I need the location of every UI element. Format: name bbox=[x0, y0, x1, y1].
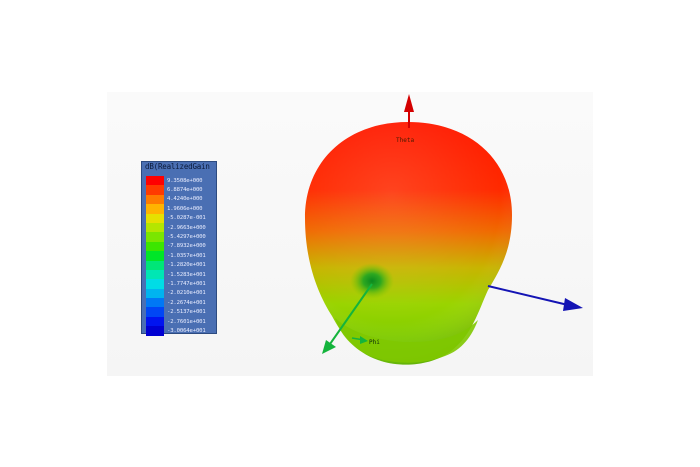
x-axis bbox=[487, 285, 569, 306]
z-axis-arrowhead bbox=[404, 94, 414, 112]
legend-label: -2.0210e+001 bbox=[167, 290, 206, 297]
legend-row: 4.4240e+000 bbox=[146, 194, 216, 205]
legend-label: -1.0357e+001 bbox=[167, 252, 206, 259]
legend-row: 1.9606e+000 bbox=[146, 204, 216, 214]
legend-row: -2.7601e+001 bbox=[146, 316, 216, 327]
legend-title: dB(RealizedGain bbox=[145, 162, 210, 171]
legend-label: -2.2674e+001 bbox=[167, 299, 206, 306]
legend-row: -2.9663e+000 bbox=[146, 222, 216, 233]
legend-swatch bbox=[146, 316, 164, 327]
legend-row: -5.0287e-001 bbox=[146, 213, 216, 223]
legend-swatch bbox=[146, 185, 164, 195]
legend-label: 6.8874e+000 bbox=[167, 187, 203, 194]
legend-row: -2.0210e+001 bbox=[146, 288, 216, 299]
legend-swatch bbox=[146, 204, 164, 214]
y-axis-arrowhead bbox=[322, 340, 336, 354]
legend-label: 9.3508e+000 bbox=[167, 177, 203, 184]
legend-swatch bbox=[146, 298, 164, 308]
legend-label: 1.9606e+000 bbox=[167, 205, 203, 212]
legend-label: -1.5283e+001 bbox=[167, 271, 206, 278]
legend-swatch bbox=[146, 176, 164, 186]
legend-row: -3.0064e+001 bbox=[146, 326, 216, 336]
legend-label: -2.9663e+000 bbox=[167, 224, 206, 231]
legend-swatch bbox=[146, 279, 164, 289]
legend-label: -5.0287e-001 bbox=[167, 215, 206, 222]
legend-swatch bbox=[146, 288, 164, 299]
legend-label: -2.5137e+001 bbox=[167, 309, 206, 316]
legend-row: -5.4297e+000 bbox=[146, 232, 216, 242]
legend-row: -2.5137e+001 bbox=[146, 307, 216, 317]
legend-row: -1.5283e+001 bbox=[146, 269, 216, 280]
legend-swatch bbox=[146, 269, 164, 280]
legend-swatch bbox=[146, 251, 164, 261]
legend-row: -1.0357e+001 bbox=[146, 251, 216, 261]
legend-row: -2.2674e+001 bbox=[146, 298, 216, 308]
legend-swatch bbox=[146, 326, 164, 336]
legend-label: -5.4297e+000 bbox=[167, 234, 206, 241]
legend-label: -2.7601e+001 bbox=[167, 318, 206, 325]
legend-swatch bbox=[146, 213, 164, 223]
legend-label: -1.2820e+001 bbox=[167, 262, 206, 269]
color-legend: dB(RealizedGain 9.3508e+000 6.8874e+000 4.… bbox=[141, 161, 217, 336]
legend-label: -1.7747e+001 bbox=[167, 280, 206, 287]
legend-row: 6.8874e+000 bbox=[146, 185, 216, 195]
legend-swatch bbox=[146, 194, 164, 205]
legend-label: -7.8932e+000 bbox=[167, 243, 206, 250]
legend-swatch bbox=[146, 307, 164, 317]
legend-swatch bbox=[146, 222, 164, 233]
legend-row: 9.3508e+000 bbox=[146, 176, 216, 186]
legend-rows: 9.3508e+000 6.8874e+000 4.4240e+000 1.9606e… bbox=[146, 176, 216, 336]
legend-swatch bbox=[146, 241, 164, 252]
lobe-null-dimple bbox=[350, 263, 394, 299]
legend-row: -7.8932e+000 bbox=[146, 241, 216, 252]
legend-swatch bbox=[146, 260, 164, 270]
legend-row: -1.2820e+001 bbox=[146, 260, 216, 270]
theta-label: Theta bbox=[396, 137, 414, 144]
legend-label: -3.0064e+001 bbox=[167, 327, 206, 334]
legend-row: -1.7747e+001 bbox=[146, 279, 216, 289]
legend-swatch bbox=[146, 232, 164, 242]
x-axis-arrowhead bbox=[563, 298, 583, 311]
legend-label: 4.4240e+000 bbox=[167, 196, 203, 203]
y-axis bbox=[329, 283, 373, 345]
phi-label: Phi bbox=[369, 339, 380, 346]
